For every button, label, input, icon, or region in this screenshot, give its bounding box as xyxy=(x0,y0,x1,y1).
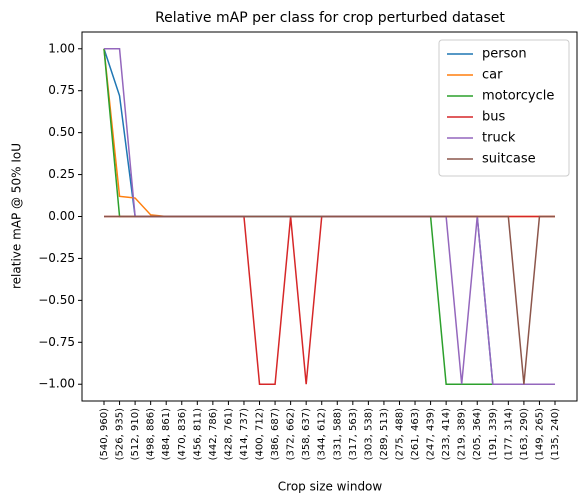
x-tick-label: (247, 439) xyxy=(426,408,437,460)
x-tick-label: (191, 339) xyxy=(488,408,499,460)
x-tick-label: (149, 265) xyxy=(534,408,545,460)
x-tick-label: (540, 960) xyxy=(99,408,110,460)
legend: person car motorcycle bus truck suitcase xyxy=(438,39,570,177)
y-tick-label: −0.25 xyxy=(38,251,75,265)
x-tick-label: (205, 364) xyxy=(472,408,483,460)
legend-label: car xyxy=(482,68,503,83)
series-line xyxy=(104,215,555,385)
y-axis-label: relative mAP @ 50% IoU xyxy=(10,143,24,289)
legend-label: motorcycle xyxy=(482,89,554,104)
x-axis-label: Crop size window xyxy=(278,480,383,494)
x-tick-label: (331, 588) xyxy=(332,408,343,460)
legend-box xyxy=(438,39,570,177)
x-tick-label: (526, 935) xyxy=(115,408,126,460)
x-tick-label: (261, 463) xyxy=(410,408,421,460)
y-tick-label: −0.50 xyxy=(38,293,75,307)
y-tick-label: 1.00 xyxy=(48,41,75,55)
x-tick-label: (400, 712) xyxy=(255,408,266,460)
y-tick-label: 0.50 xyxy=(48,125,75,139)
y-tick-label: 0.00 xyxy=(48,209,75,223)
plot-frame xyxy=(81,31,578,402)
legend-label: truck xyxy=(482,131,516,146)
x-tick-label: (456, 811) xyxy=(192,408,203,460)
x-tick-label: (219, 389) xyxy=(457,408,468,460)
x-tick-label: (386, 687) xyxy=(270,408,281,460)
x-tick-label: (498, 886) xyxy=(146,408,157,460)
x-tick-label: (414, 737) xyxy=(239,408,250,460)
y-tick-label: 0.25 xyxy=(48,167,75,181)
x-tick-label: (163, 290) xyxy=(519,408,530,460)
x-tick-label: (289, 513) xyxy=(379,408,390,460)
legend-label: bus xyxy=(482,110,505,125)
legend-label: person xyxy=(482,47,527,62)
x-tick-label: (135, 240) xyxy=(550,408,561,460)
x-tick-label: (344, 612) xyxy=(317,408,328,460)
x-tick-label: (303, 538) xyxy=(363,408,374,460)
x-tick-label: (484, 861) xyxy=(161,408,172,460)
chart-title: Relative mAP per class for crop perturbe… xyxy=(155,10,505,26)
y-tick-label: −0.75 xyxy=(38,335,75,349)
x-tick-label: (470, 836) xyxy=(177,408,188,460)
legend-label: suitcase xyxy=(482,152,536,167)
x-tick-label: (275, 488) xyxy=(394,408,405,460)
x-tick-label: (177, 314) xyxy=(503,408,514,460)
x-tick-label: (372, 662) xyxy=(286,408,297,460)
x-tick-label: (233, 414) xyxy=(441,408,452,460)
series-line xyxy=(104,215,555,385)
x-tick-label: (358, 637) xyxy=(301,408,312,460)
x-tick-label: (428, 761) xyxy=(223,408,234,460)
y-tick-label: −1.00 xyxy=(38,377,75,391)
y-tick-label: 0.75 xyxy=(48,83,75,97)
x-tick-label: (442, 786) xyxy=(208,408,219,460)
x-tick-label: (317, 563) xyxy=(348,408,359,460)
x-tick-label: (512, 910) xyxy=(130,408,141,460)
